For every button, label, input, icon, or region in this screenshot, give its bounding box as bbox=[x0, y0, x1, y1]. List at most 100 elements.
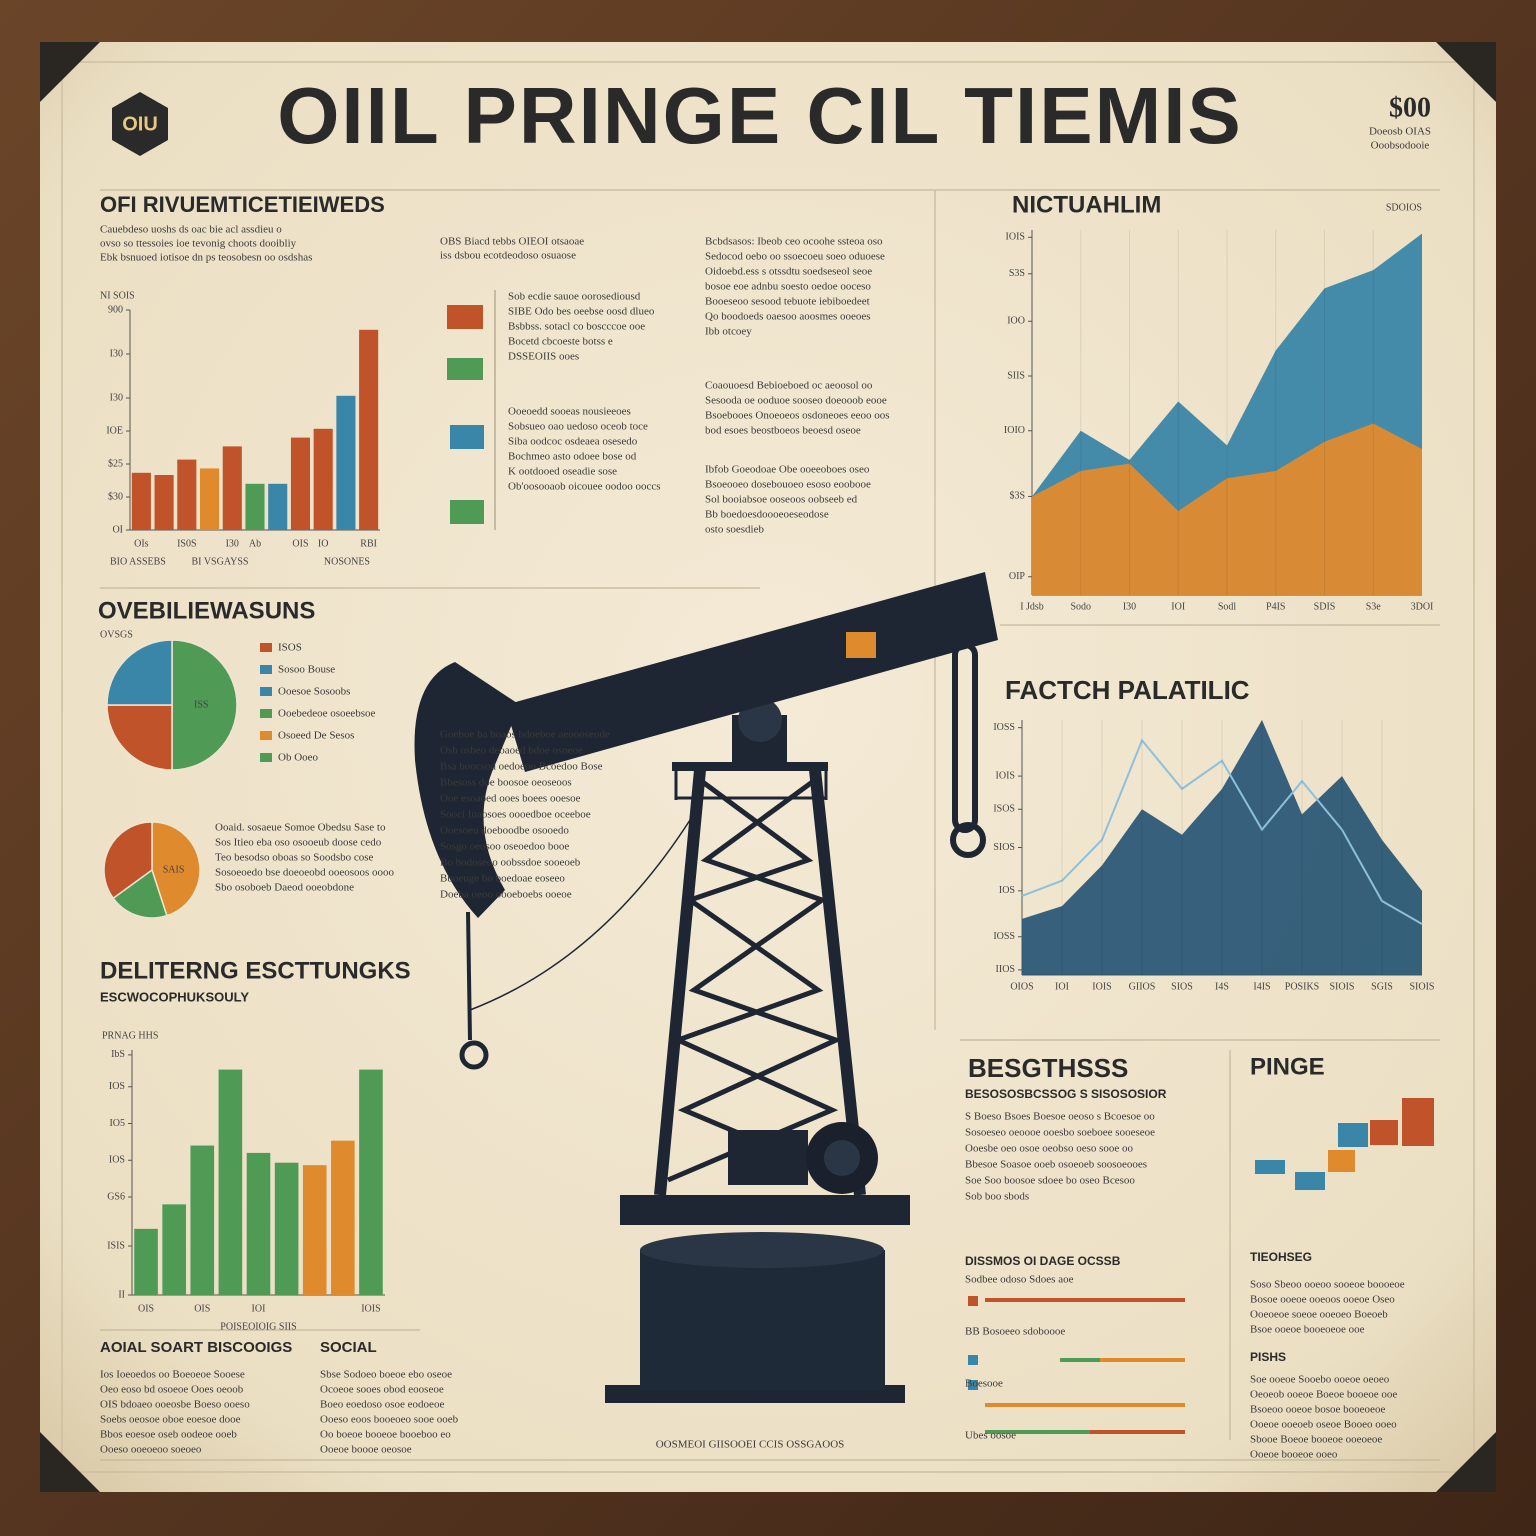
text-line: Bbesoe Soasoe ooeb osoeoeb soosoeooes bbox=[965, 1159, 1147, 1171]
x-axis-label: BIO ASSEBS bbox=[110, 556, 166, 567]
heading: PINGE bbox=[1250, 1053, 1325, 1080]
bar bbox=[177, 459, 197, 530]
y-tick-label: IOSS bbox=[993, 722, 1015, 733]
y-tick-label: IOS bbox=[109, 1155, 125, 1166]
y-tick-label: IOS bbox=[999, 885, 1015, 896]
pump-jack bbox=[414, 572, 998, 1403]
x-tick-label: Sodl bbox=[1218, 601, 1237, 612]
heading: OVEBILIEWASUNS bbox=[98, 597, 315, 624]
x-tick-label: IOI bbox=[1055, 981, 1069, 992]
y-tick-label: I30 bbox=[110, 392, 123, 403]
y-axis-label: NI SOIS bbox=[100, 290, 135, 301]
text-line: Ob'oosooaob oicouee oodoo ooccs bbox=[508, 481, 661, 493]
bar bbox=[162, 1204, 186, 1295]
text-line: Ooeso eoos booeoeo sooe ooeb bbox=[320, 1414, 459, 1426]
text-line: Ibfob Goeodoae Obe ooeeoboes oseo bbox=[705, 464, 870, 476]
x-tick-label: OIs bbox=[134, 538, 149, 549]
text-line: Sobsueo oao uedoso oceob toce bbox=[508, 421, 648, 433]
text-line: Ooeoedd sooeas nousieeoes bbox=[508, 406, 631, 418]
text-line: Ibb otcoey bbox=[705, 326, 752, 338]
heading: ESCWOCOPHUKSOULY bbox=[100, 989, 249, 1004]
text-line: Soe ooeoe Sooebo ooeoe oeoeo bbox=[1250, 1374, 1390, 1386]
text-line: Oeo eoso bd osoeoe Ooes oeoob bbox=[100, 1384, 244, 1396]
text-line: Siba oodcoc osdeaea osesedo bbox=[508, 436, 638, 448]
x-tick-label: IS0S bbox=[177, 538, 196, 549]
text-line: Teo besodso oboas so Soodsbo cose bbox=[215, 852, 374, 864]
pie-caption: OVSGS bbox=[100, 629, 133, 640]
text-line: Coaouoesd Bebioeboed oc aeoosol oo bbox=[705, 380, 873, 392]
x-tick-label: Ab bbox=[249, 538, 261, 549]
y-tick-label: I30 bbox=[110, 348, 123, 359]
y-tick-label: $30 bbox=[108, 491, 123, 502]
y-tick-label: OI bbox=[112, 524, 123, 535]
text-line: Osb osbeo deoaoed bdoe osoeoe bbox=[440, 745, 583, 757]
bar bbox=[290, 437, 310, 530]
legend-swatch bbox=[260, 665, 272, 674]
text-line: Ooesbe oeo osoe oeobso oeso sooe oo bbox=[965, 1143, 1134, 1155]
y-tick-label: IOSS bbox=[993, 931, 1015, 942]
bar bbox=[245, 483, 265, 530]
heading: BESOSOSBCSSOG S SISOSOSIOR bbox=[965, 1087, 1167, 1101]
pie-slice bbox=[103, 821, 153, 900]
bar bbox=[331, 1140, 355, 1295]
y-tick-label: $25 bbox=[108, 458, 123, 469]
text-line: Bsoebooes Onoeoeos osdoneoes eeoo oos bbox=[705, 410, 890, 422]
y-tick-label: GS6 bbox=[107, 1191, 125, 1202]
text-line: Ooe esoaoed ooes boees ooesoe bbox=[440, 793, 581, 805]
bar bbox=[274, 1162, 299, 1295]
y-tick-label: IOIO bbox=[1004, 425, 1025, 436]
legend-swatch bbox=[260, 643, 272, 652]
text-line: Boeo eoedoso osoe eodoeoe bbox=[320, 1399, 444, 1411]
text-line: Bocetd cbcoeste botss e bbox=[508, 336, 613, 348]
pie-slice bbox=[112, 868, 168, 919]
text-line: S Boeso Bsoes Boesoe oeoso s Bcoesoe oo bbox=[965, 1111, 1155, 1123]
text-line: OIS bdoaeo ooeosbe Boeso ooeso bbox=[100, 1399, 250, 1411]
bar bbox=[218, 1069, 243, 1295]
text-line: Bsoeooeo dosebouoeo esoso eoobooe bbox=[705, 479, 871, 491]
dividers bbox=[100, 189, 1440, 1461]
text-line: Sol booiabsoe ooseoos oobseeb ed bbox=[705, 494, 858, 506]
text-line: Soebs oeosoe oboe eoesoe dooe bbox=[100, 1414, 241, 1426]
x-tick-label: IOIS bbox=[361, 1303, 380, 1314]
text-line: Sosoeoedo bse doeoeobd ooeosoos oooo bbox=[215, 867, 395, 879]
y-tick-label: IOO bbox=[1007, 316, 1025, 327]
heading: FACTCH PALATILIC bbox=[1005, 675, 1250, 705]
text-line: K ootdooed oseadie sose bbox=[508, 466, 617, 478]
y-tick-label: SIOS bbox=[993, 842, 1015, 853]
x-tick-label: RBI bbox=[360, 538, 377, 549]
bar bbox=[131, 472, 151, 530]
corners bbox=[40, 42, 1496, 1492]
legend-label: Sosoo Bouse bbox=[278, 664, 335, 676]
bar bbox=[222, 446, 242, 530]
bar bbox=[336, 395, 356, 530]
text-line: Ooaid. sosaeue Somoe Obedsu Sase to bbox=[215, 822, 386, 834]
x-tick-label: 3DOI bbox=[1411, 601, 1434, 612]
badge-line: Doeosb OIAS bbox=[1369, 126, 1431, 138]
text-line: Bosoe ooeoe ooeoos ooeoe Oseo bbox=[1250, 1294, 1395, 1306]
text-line: Bcbdsasos: Ibeob ceo ocoohe ssteoa oso bbox=[705, 236, 883, 248]
y-tick-label: IOE bbox=[106, 425, 123, 436]
heading: NICTUAHLIM bbox=[1012, 191, 1161, 218]
text-line: Oo boeoe booeoe booeboo eo bbox=[320, 1429, 451, 1441]
text-line: Sosgo oeosoo oseoedoo booe bbox=[440, 841, 569, 853]
x-tick-label: SIOS bbox=[1171, 981, 1193, 992]
text-line: Boesooe bbox=[965, 1378, 1003, 1390]
text-line: Bsa boocsod oedoeoo Bcoedoo Bose bbox=[440, 761, 603, 773]
text-line: Goeboe ba boaos bdoeboe aeoooseode bbox=[440, 729, 610, 741]
x-axis-label: POISEOIOIG SIIS bbox=[220, 1321, 296, 1332]
legend-label: ISOS bbox=[278, 642, 302, 654]
x-tick-label: I30 bbox=[226, 538, 239, 549]
y-tick-label: SIIS bbox=[1007, 370, 1025, 381]
line bbox=[1021, 738, 1423, 925]
bar bbox=[359, 1069, 383, 1295]
bar bbox=[302, 1165, 327, 1295]
text-line: OBS Biacd tebbs OIEOI otsaoae bbox=[440, 236, 584, 248]
text-line: osto soesdieb bbox=[705, 524, 764, 536]
heading: PISHS bbox=[1250, 1350, 1286, 1364]
x-tick-label: POSIKS bbox=[1285, 981, 1319, 992]
text-line: Oeoeob ooeoe Boeoe booeoe ooe bbox=[1250, 1389, 1397, 1401]
legend-swatch bbox=[260, 687, 272, 696]
title: OIIL PRINGE CIL TIEMIS bbox=[277, 71, 1243, 160]
heading: BESGTHSSS bbox=[968, 1053, 1128, 1083]
y-tick-label: ISOS bbox=[993, 804, 1015, 815]
